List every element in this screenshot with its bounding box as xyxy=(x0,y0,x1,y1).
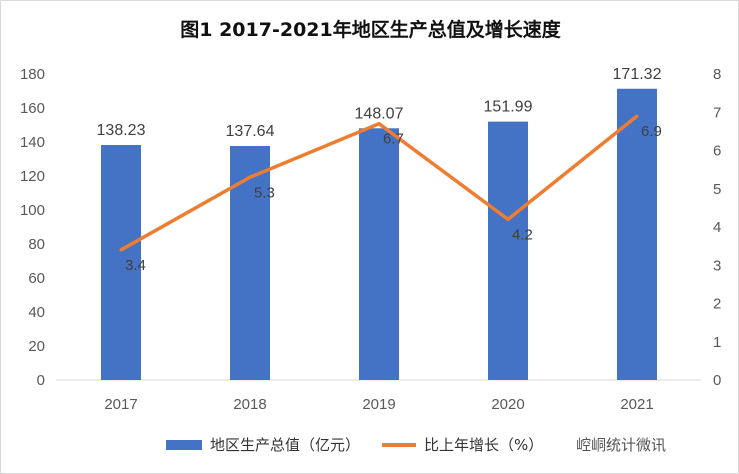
y-tick-label: 80 xyxy=(28,236,45,253)
line-point xyxy=(506,217,510,221)
x-tick-label: 2020 xyxy=(491,396,524,413)
line-point xyxy=(377,122,381,126)
y-tick-label: 140 xyxy=(20,134,45,151)
legend-label-growth: 比上年增长（%） xyxy=(424,436,544,454)
legend-swatch-bar xyxy=(166,439,202,450)
y2-tick-label: 5 xyxy=(713,181,721,198)
y2-tick-label: 3 xyxy=(713,257,721,274)
bar-data-label: 148.07 xyxy=(355,105,404,122)
y2-tick-label: 7 xyxy=(713,104,721,121)
y2-tick-label: 2 xyxy=(713,296,721,313)
x-tick-label: 2019 xyxy=(362,396,395,413)
y-tick-label: 180 xyxy=(20,66,45,83)
y-tick-label: 160 xyxy=(20,100,45,117)
bar-data-label: 171.32 xyxy=(613,66,662,83)
x-tick-label: 2021 xyxy=(620,396,653,413)
y-tick-label: 100 xyxy=(20,202,45,219)
legend-label-gdp: 地区生产总值（亿元） xyxy=(210,436,361,454)
bar xyxy=(359,128,399,380)
bar xyxy=(617,88,657,381)
legend: 地区生产总值（亿元） 比上年增长（%） xyxy=(166,434,543,455)
line-data-label: 3.4 xyxy=(125,257,146,274)
y-tick-label: 120 xyxy=(20,168,45,185)
legend-swatch-line xyxy=(382,442,417,447)
bar xyxy=(488,121,528,380)
bar-data-label: 151.99 xyxy=(484,99,533,116)
y-tick-label: 40 xyxy=(28,304,45,321)
x-tick-label: 2017 xyxy=(104,396,137,413)
y2-tick-label: 1 xyxy=(713,334,721,351)
y-tick-label: 60 xyxy=(28,270,45,287)
chart-title: 图1 2017-2021年地区生产总值及增长速度 xyxy=(180,19,561,41)
watermark: 崆峒统计微讯 xyxy=(576,436,667,454)
x-tick-label: 2018 xyxy=(233,396,266,413)
line-data-label: 5.3 xyxy=(254,184,275,201)
bar xyxy=(101,145,141,380)
y-tick-label: 0 xyxy=(37,372,45,389)
line-data-label: 6.7 xyxy=(383,131,404,148)
y2-tick-label: 0 xyxy=(713,372,721,389)
bar xyxy=(230,146,270,380)
line-data-label: 4.2 xyxy=(512,226,533,243)
y2-tick-label: 4 xyxy=(713,219,721,236)
y-tick-label: 20 xyxy=(28,338,45,355)
y2-tick-label: 6 xyxy=(713,143,721,160)
line-point xyxy=(635,114,639,118)
bar-data-label: 138.23 xyxy=(97,122,146,139)
y2-tick-label: 8 xyxy=(713,66,721,83)
line-point xyxy=(119,248,123,252)
bar-data-label: 137.64 xyxy=(226,123,275,140)
line-data-label: 6.9 xyxy=(641,123,662,140)
line-point xyxy=(248,175,252,179)
